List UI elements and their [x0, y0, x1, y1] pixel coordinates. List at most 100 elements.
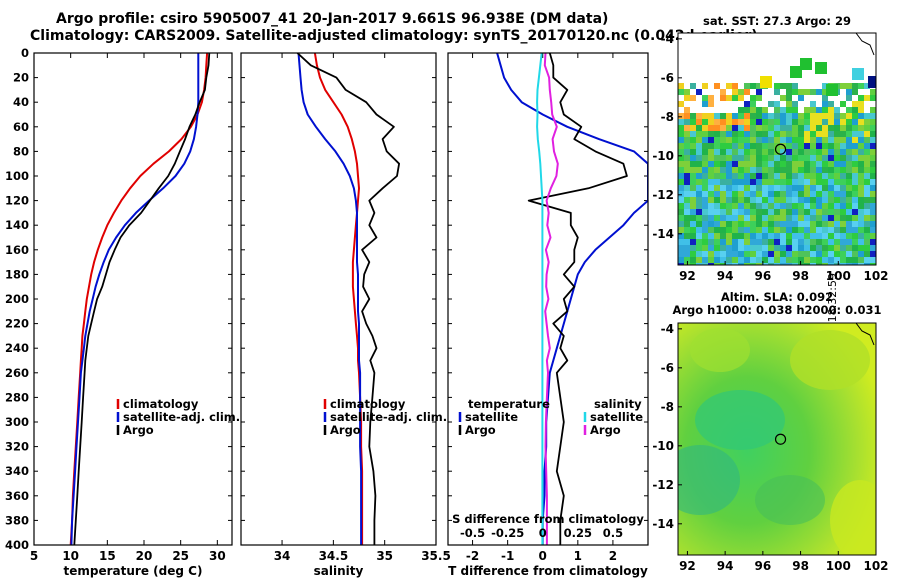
x-tick-label: 10 [62, 549, 79, 563]
argo-position-marker [774, 433, 787, 445]
s-axis-label: S difference from climatology [452, 512, 644, 526]
plot-frame [447, 52, 649, 546]
x-tick-label: 2 [609, 549, 617, 563]
x-tick-label: 98 [792, 559, 809, 573]
series-s-satellite [536, 53, 544, 545]
coastline [855, 323, 875, 346]
x-tick-label: 0 [539, 549, 547, 563]
plot-frame [33, 52, 233, 546]
y-tick-label: 380 [5, 513, 29, 527]
y-tick-label: 0 [21, 46, 29, 60]
legend-label: Argo [123, 423, 154, 437]
legend-label: satellite [590, 410, 643, 424]
y-tick-label: 260 [5, 366, 29, 380]
legend-title: temperature [468, 397, 550, 411]
y-tick-label: -14 [652, 227, 674, 241]
y-tick-label: 400 [5, 538, 29, 552]
map-field [678, 33, 876, 265]
y-tick-label: -14 [652, 517, 674, 531]
x-tick-label: 30 [209, 549, 226, 563]
series-argo [296, 53, 401, 545]
y-tick-label: 100 [5, 169, 29, 183]
x-axis-label: temperature (deg C) [64, 564, 203, 578]
x-tick-label: 5 [30, 549, 38, 563]
legend-label: Argo [330, 423, 361, 437]
x-tick-label: 94 [717, 559, 734, 573]
map-sla: 92 94 96 98 100 102 -4 -6 -8 -10 -12 -14 Altim. SLA:… [652, 290, 888, 573]
y-tick-label: 40 [13, 95, 29, 109]
x-tick-label: 35 [376, 549, 393, 563]
argo-position-marker [774, 143, 787, 155]
y-tick-label: 220 [5, 317, 29, 331]
x-tick-label: -1 [501, 549, 514, 563]
x-tick-label: 92 [679, 559, 696, 573]
legend-label: satellite-adj. clim. [330, 410, 447, 424]
y-tick-label: 200 [5, 292, 29, 306]
s-tick-label: -0.5 [460, 526, 485, 540]
x-tick-label: 34 [274, 549, 291, 563]
y-tick-label: -12 [652, 478, 674, 492]
s-tick-label: 0.25 [564, 526, 592, 540]
panel-temperature: 0 20 40 60 80 100 120 140 160 180 200 220 240 260 280 3… [5, 46, 240, 578]
legend-label: satellite [465, 410, 518, 424]
x-tick-label: 1 [574, 549, 582, 563]
x-tick-label: 34.5 [319, 549, 349, 563]
y-tick-label: 160 [5, 243, 29, 257]
series-t-satellite [496, 53, 648, 545]
y-tick-label: -4 [661, 322, 674, 336]
series-climatology [313, 53, 364, 545]
x-tick-label: 20 [136, 549, 153, 563]
panel-difference: -2 -1 0 1 2T difference from climatology temp… [447, 52, 649, 578]
x-tick-label: 15 [99, 549, 116, 563]
plot-frame [240, 52, 437, 546]
s-tick-label: 0 [539, 526, 547, 540]
legend-label: satellite-adj. clim. [123, 410, 240, 424]
series-satellite-adj-clim- [297, 53, 363, 545]
series-t-argo [527, 53, 628, 545]
title-line-1: Argo profile: csiro 5905007_41 20-Jan-20… [56, 11, 609, 27]
y-tick-label: -6 [661, 361, 674, 375]
x-tick-label: 35.5 [421, 549, 451, 563]
s-tick-label: 0.5 [603, 526, 623, 540]
series-s-argo [543, 53, 559, 545]
y-tick-label: 300 [5, 415, 29, 429]
x-tick-label: 102 [863, 559, 888, 573]
coastline [855, 33, 875, 56]
y-tick-label: -12 [652, 188, 674, 202]
y-tick-label: 120 [5, 194, 29, 208]
x-axis-label: T difference from climatology [448, 564, 648, 578]
map-frame [677, 32, 877, 266]
series-argo [73, 53, 211, 545]
series-satellite-adj-clim- [70, 53, 200, 545]
y-tick-label: -10 [652, 149, 674, 163]
map-sst: 92 94 96 98 100 102 -4 -6 -8 -10 -12 -14 sat. SST: 2… [652, 14, 888, 283]
x-tick-label: 102 [863, 269, 888, 283]
map-field [678, 323, 876, 555]
y-tick-label: -10 [652, 439, 674, 453]
x-tick-label: 100 [826, 269, 851, 283]
map-title: Altim. SLA: 0.092 [721, 290, 833, 304]
x-tick-label: 100 [826, 559, 851, 573]
legend-label: Argo [465, 423, 496, 437]
y-tick-label: -8 [661, 400, 674, 414]
y-tick-label: 60 [13, 120, 29, 134]
legend-label: climatology [123, 397, 199, 411]
x-tick-label: 92 [679, 269, 696, 283]
title-line-2: Climatology: CARS2009. Satellite-adjuste… [30, 28, 758, 44]
x-axis-label: salinity [314, 564, 364, 578]
legend-label: Argo [590, 423, 621, 437]
y-tick-label: 80 [13, 144, 29, 158]
x-tick-label: -2 [466, 549, 479, 563]
legend-title: salinity [594, 397, 642, 411]
y-tick-label: -8 [661, 110, 674, 124]
series-climatology [69, 53, 209, 545]
map-title: sat. SST: 27.3 Argo: 29 [703, 14, 851, 28]
s-tick-label: -0.25 [491, 526, 524, 540]
x-tick-label: 98 [792, 269, 809, 283]
x-tick-label: 94 [717, 269, 734, 283]
x-tick-label: 25 [172, 549, 189, 563]
y-tick-label: 240 [5, 341, 29, 355]
x-tick-label: 96 [755, 269, 772, 283]
